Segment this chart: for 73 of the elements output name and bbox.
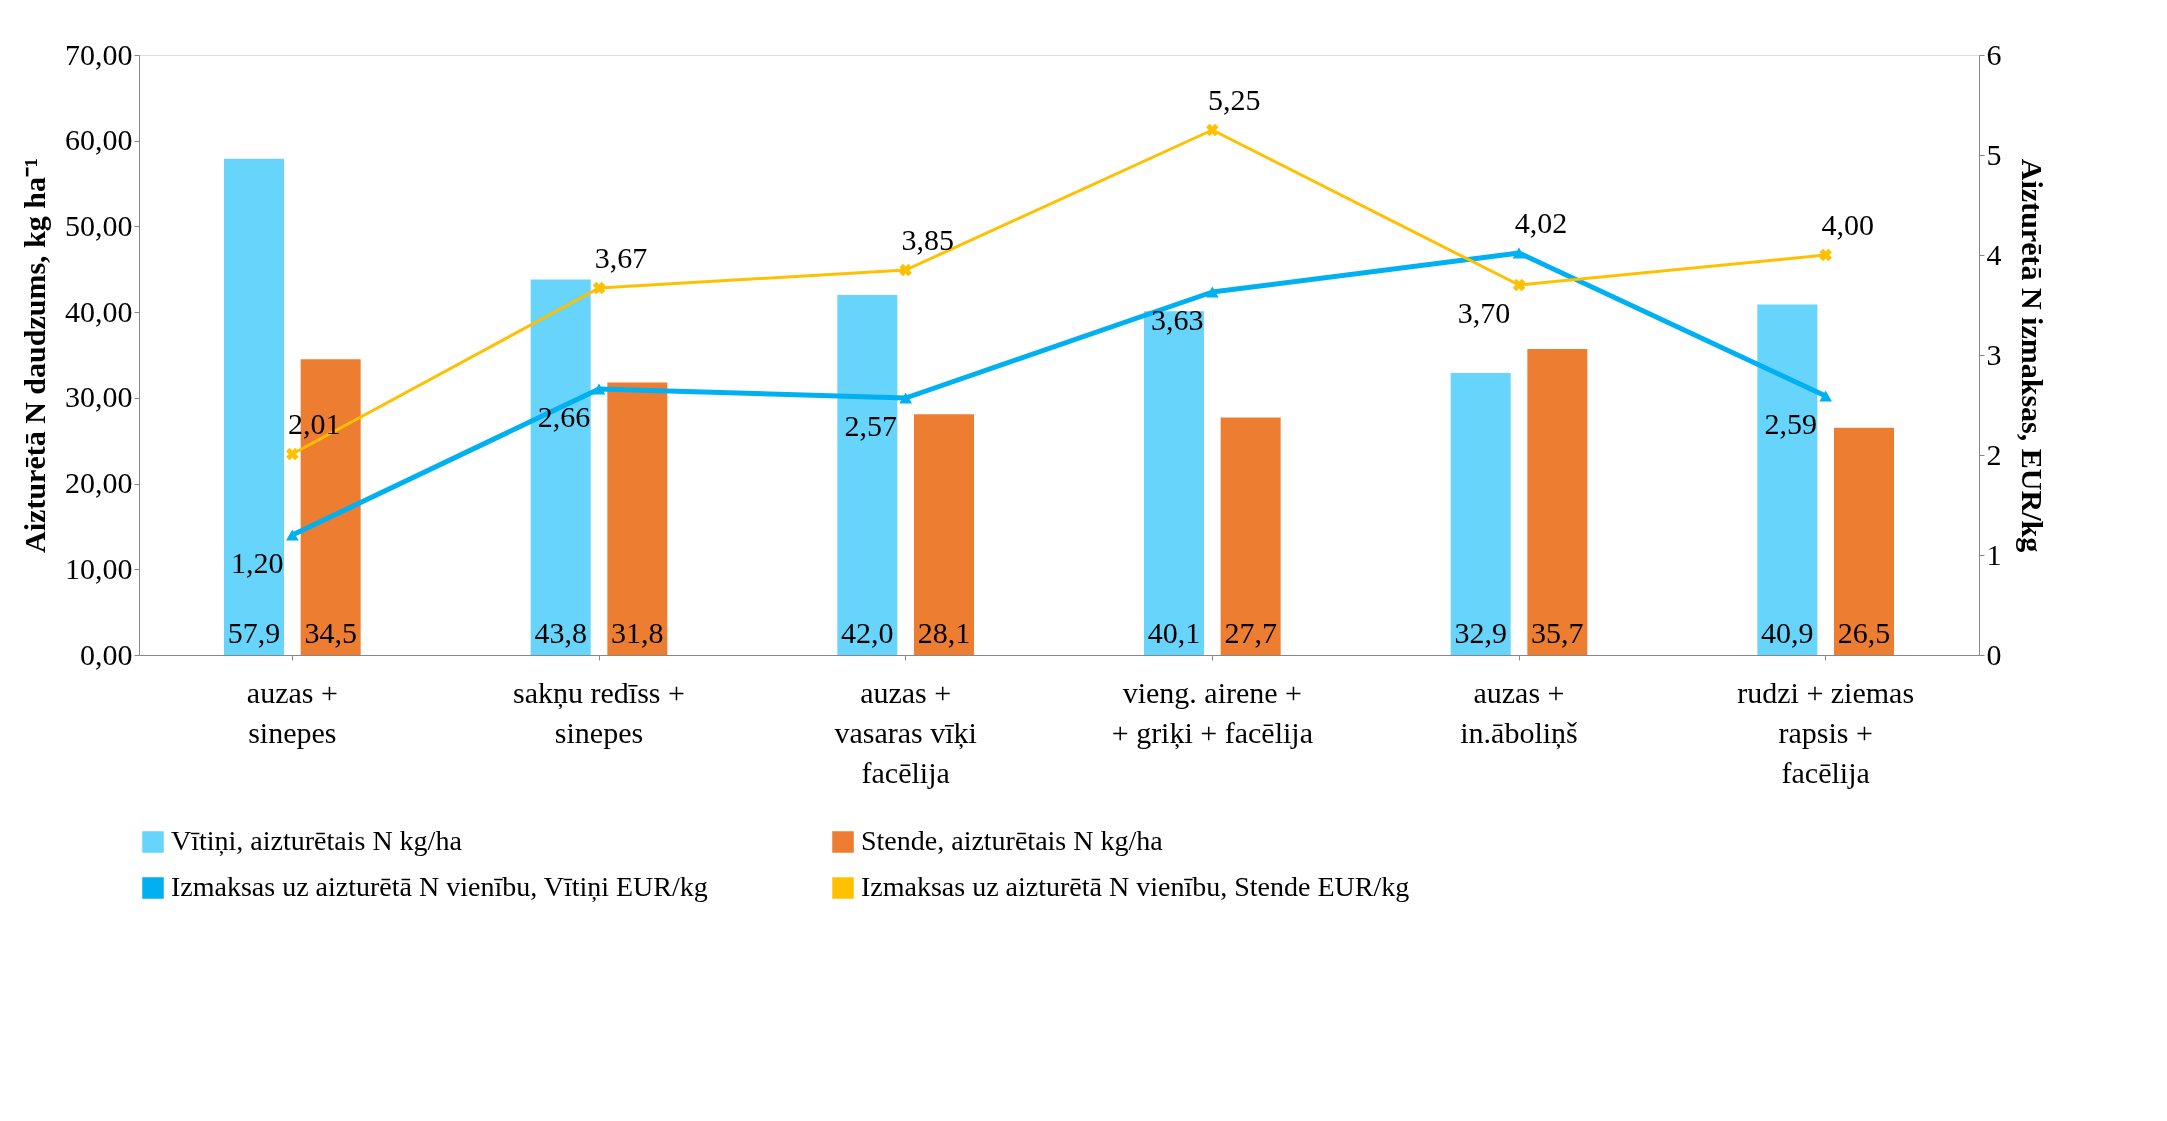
bar [1450, 373, 1511, 655]
data-label: 2,59 [1764, 407, 1817, 440]
data-label: 27,7 [1224, 616, 1277, 649]
data-label: 3,85 [901, 223, 954, 256]
y-tick-label: 50,00 [65, 208, 133, 242]
y-axis-title: Aizturētā N daudzums, kg ha⁻¹ [18, 158, 51, 553]
data-label: 31,8 [611, 616, 664, 649]
data-label: 35,7 [1531, 616, 1584, 649]
bar [914, 414, 974, 655]
y2-tick-label: 3 [1986, 337, 2002, 371]
bar [1144, 311, 1204, 655]
y-tick-label: 10,00 [65, 551, 133, 585]
data-label: 28,1 [917, 616, 971, 649]
point [1206, 123, 1219, 137]
y2-tick-label: 5 [1986, 137, 2002, 171]
point [286, 447, 299, 461]
x-tick-label: auzas + in.āboliņš [1460, 675, 1578, 750]
y2-tick-label: 2 [1986, 437, 2002, 471]
data-label: 1,20 [231, 546, 284, 579]
data-label: 32,9 [1454, 616, 1507, 649]
point [1512, 278, 1526, 292]
y-tick-label: 70,00 [65, 37, 133, 71]
bar [1220, 417, 1281, 655]
bar [1527, 349, 1588, 655]
data-label: 4,02 [1514, 206, 1568, 239]
point [899, 263, 912, 277]
y2-tick-label: 4 [1986, 237, 2002, 271]
data-label: 3,70 [1457, 296, 1511, 329]
data-label: 57,9 [227, 616, 281, 649]
x-tick-label: sakņu redīss + sinepes [513, 675, 685, 749]
bar [224, 158, 284, 655]
point [1206, 286, 1219, 298]
bar [1834, 427, 1894, 655]
y-tick-label: 0,00 [80, 637, 133, 671]
bar [1757, 304, 1818, 655]
y2-tick-label: 6 [1986, 37, 2002, 71]
legend-label: Vītiņi, aizturētais N kg/ha [171, 825, 463, 856]
point [1819, 248, 1832, 262]
legend-label: Izmaksas uz aizturētā N vienību, Stende EUR/kg [861, 871, 1410, 902]
y2-axis-title: Aizturētā N izmaksas, EUR/kg [2015, 158, 2049, 553]
data-label: 3,67 [594, 241, 648, 274]
data-label: 34,5 [304, 616, 357, 649]
point [592, 281, 606, 295]
data-label: 43,8 [534, 616, 587, 649]
y-tick-label: 30,00 [65, 380, 133, 414]
data-label: 40,1 [1147, 616, 1201, 649]
legend-label: Stende, aizturētais N kg/ha [861, 825, 1164, 856]
data-label: 4,00 [1821, 208, 1874, 241]
legend-label: Izmaksas uz aizturētā N vienību, Vītiņi EUR/kg [171, 871, 708, 902]
x-tick-label: auzas + vasaras vīķi facēlija [834, 675, 977, 789]
data-label: 5,25 [1208, 83, 1261, 116]
y-tick-label: 20,00 [65, 466, 133, 500]
x-tick-label: rudzi + ziemas rapsis + facēlija [1737, 675, 1915, 789]
y2-tick-label: 0 [1986, 637, 2002, 671]
data-label: 3,63 [1151, 303, 1204, 336]
bar [837, 295, 898, 655]
y-tick-label: 60,00 [65, 123, 133, 157]
data-label: 2,66 [537, 400, 591, 433]
point [1512, 247, 1526, 259]
point [592, 383, 606, 395]
x-tick-label: vieng. airene + + griķi + facēlija [1111, 675, 1313, 750]
data-label: 40,9 [1761, 616, 1814, 649]
bar [530, 279, 591, 655]
y-tick-label: 40,00 [65, 294, 133, 328]
data-label: 2,57 [844, 409, 897, 442]
point [899, 392, 912, 404]
bar [607, 382, 668, 655]
point [286, 529, 299, 541]
data-label: 42,0 [841, 616, 894, 649]
y2-tick-label: 1 [1986, 537, 2002, 571]
x-tick-label: auzas + sinepes [246, 675, 338, 749]
data-label: 26,5 [1837, 616, 1891, 649]
point [1819, 390, 1832, 402]
